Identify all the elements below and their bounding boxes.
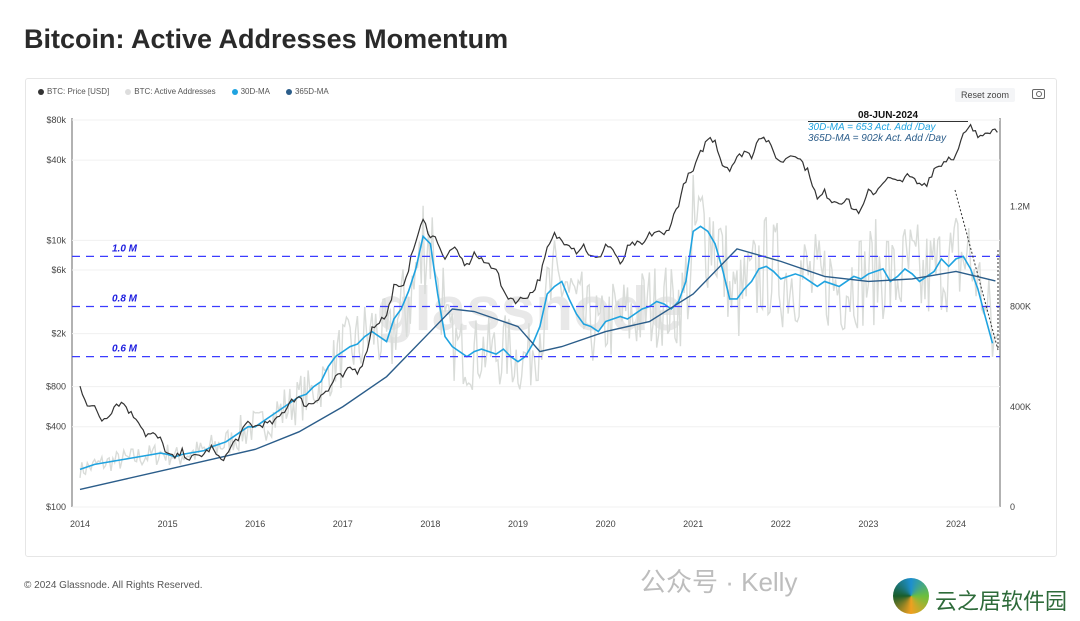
x-tick-label: 2022 [771, 519, 791, 529]
y-left-tick-label: $80k [46, 115, 66, 125]
y-left-tick-label: $10k [46, 235, 66, 245]
page-title: Bitcoin: Active Addresses Momentum [24, 24, 509, 54]
legend-label: 365D-MA [294, 87, 329, 96]
x-tick-label: 2014 [70, 519, 90, 529]
threshold-label: 0.8 M [112, 294, 138, 305]
y-left-tick-label: $40k [46, 155, 66, 165]
y-left-tick-label: $100 [46, 502, 66, 512]
legend-item-price[interactable]: BTC: Price [USD] [38, 87, 109, 96]
x-tick-label: 2015 [158, 519, 178, 529]
y-right-tick-label: 0 [1010, 502, 1015, 512]
y-right-tick-label: 800K [1010, 302, 1031, 312]
series-price [79, 123, 998, 462]
legend-label: BTC: Active Addresses [134, 87, 216, 96]
x-tick-label: 2020 [596, 519, 616, 529]
y-left-tick-label: $800 [46, 382, 66, 392]
wechat-watermark: 公众号 · Kelly [640, 567, 798, 597]
y-left-tick-label: $400 [46, 422, 66, 432]
legend-item-ma30[interactable]: 30D-MA [231, 87, 270, 96]
chart-panel [25, 78, 1057, 557]
legend-label: BTC: Price [USD] [47, 87, 110, 96]
x-tick-label: 2018 [420, 519, 440, 529]
y-left-tick-label: $2k [51, 329, 66, 339]
site-logo [893, 578, 929, 614]
series-365d-ma [79, 248, 996, 491]
legend-label: 30D-MA [240, 87, 270, 96]
x-tick-label: 2019 [508, 519, 528, 529]
x-tick-label: 2024 [946, 519, 966, 529]
y-right-tick-label: 400K [1010, 402, 1031, 412]
x-tick-label: 2021 [683, 519, 703, 529]
reset-zoom-button[interactable]: Reset zoom [955, 88, 1016, 102]
threshold-label: 1.0 M [112, 243, 138, 254]
annotation: 08-JUN-2024 30D-MA = 653 Act. Add /Day 3… [808, 110, 968, 144]
annotation-ma365: 365D-MA = 902k Act. Add /Day [808, 133, 947, 144]
annotation-date: 08-JUN-2024 [808, 110, 968, 122]
threshold-label: 0.6 M [112, 344, 138, 355]
chart-legend: BTC: Price [USD] BTC: Active Addresses 3… [38, 87, 329, 96]
y-right-tick-label: 1.2M [1010, 201, 1030, 211]
x-tick-label: 2023 [858, 519, 878, 529]
x-tick-label: 2016 [245, 519, 265, 529]
series-30d-ma [79, 225, 994, 471]
y-left-tick-label: $6k [51, 265, 66, 275]
legend-item-active[interactable]: BTC: Active Addresses [125, 87, 216, 96]
copyright: © 2024 Glassnode. All Rights Reserved. [24, 580, 203, 591]
annotation-ma30: 30D-MA = 653 Act. Add /Day [808, 122, 936, 133]
site-watermark: 云之居软件园 [935, 589, 1068, 614]
x-tick-label: 2017 [333, 519, 353, 529]
camera-icon[interactable] [1032, 89, 1045, 99]
legend-item-ma365[interactable]: 365D-MA [285, 87, 329, 96]
